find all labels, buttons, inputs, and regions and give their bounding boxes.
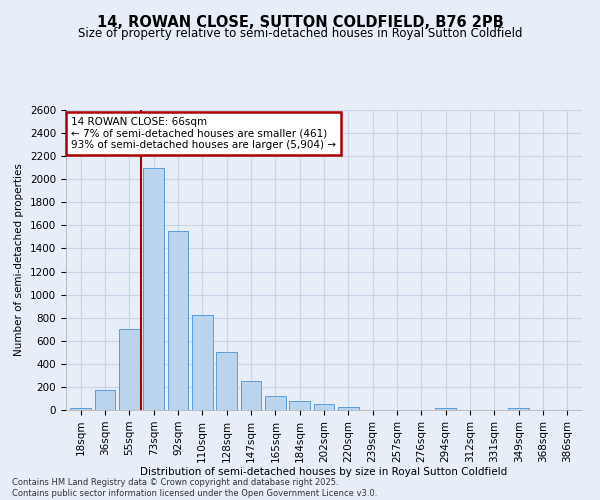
X-axis label: Distribution of semi-detached houses by size in Royal Sutton Coldfield: Distribution of semi-detached houses by … — [140, 468, 508, 477]
Y-axis label: Number of semi-detached properties: Number of semi-detached properties — [14, 164, 25, 356]
Bar — [167, 231, 188, 410]
Bar — [192, 316, 212, 410]
Bar — [241, 381, 262, 410]
Bar — [216, 352, 237, 410]
Bar — [314, 404, 334, 410]
Bar — [95, 390, 115, 410]
Bar — [70, 408, 91, 410]
Bar — [338, 406, 359, 410]
Bar — [143, 168, 164, 410]
Text: 14, ROWAN CLOSE, SUTTON COLDFIELD, B76 2PB: 14, ROWAN CLOSE, SUTTON COLDFIELD, B76 2… — [97, 15, 503, 30]
Bar — [508, 408, 529, 410]
Text: Contains HM Land Registry data © Crown copyright and database right 2025.
Contai: Contains HM Land Registry data © Crown c… — [12, 478, 377, 498]
Bar — [265, 396, 286, 410]
Text: 14 ROWAN CLOSE: 66sqm
← 7% of semi-detached houses are smaller (461)
93% of semi: 14 ROWAN CLOSE: 66sqm ← 7% of semi-detac… — [71, 117, 336, 150]
Bar — [119, 329, 140, 410]
Text: Size of property relative to semi-detached houses in Royal Sutton Coldfield: Size of property relative to semi-detach… — [78, 28, 522, 40]
Bar — [436, 408, 456, 410]
Bar — [289, 402, 310, 410]
